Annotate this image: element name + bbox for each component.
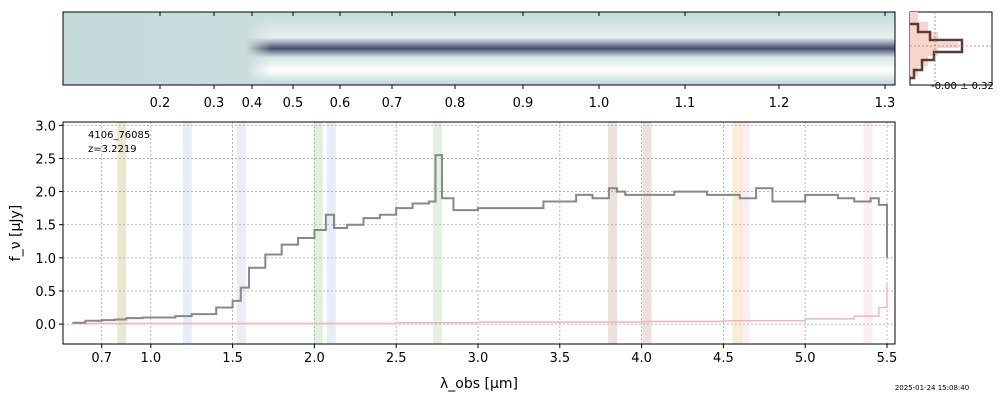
top-x-tick-label-7: 0.9 (513, 96, 534, 111)
top-x-tick-label-3: 0.5 (283, 96, 304, 111)
line-band-4 (326, 122, 336, 344)
line-band-10 (863, 122, 873, 344)
top-x-tick-label-11: 1.3 (875, 96, 896, 111)
flux-line (72, 154, 888, 324)
x-tick-label-7: 4.0 (631, 351, 652, 366)
y-tick-label-0: 0.0 (35, 318, 56, 333)
x-tick-label-6: 3.5 (549, 351, 570, 366)
top-x-tick-label-5: 0.7 (382, 96, 403, 111)
timestamp: 2025-01-24 15:08:40 (895, 384, 969, 392)
x-tick-label-10: 5.5 (877, 351, 898, 366)
y-tick-label-6: 3.0 (35, 119, 56, 134)
line-band-6 (608, 122, 618, 344)
y-tick-label-3: 1.5 (35, 219, 56, 234)
x-tick-label-2: 1.5 (222, 351, 243, 366)
line-band-1 (182, 122, 192, 344)
x-tick-label-5: 3.0 (468, 351, 489, 366)
top-x-tick-label-4: 0.6 (330, 96, 351, 111)
top-x-tick-label-6: 0.8 (445, 96, 466, 111)
top-x-tick-label-2: 0.4 (242, 96, 263, 111)
line-band-5 (433, 122, 443, 344)
line-band-8 (732, 122, 742, 344)
line-band-3 (313, 122, 323, 344)
x-tick-label-0: 0.7 (91, 351, 112, 366)
uncertainty-line (72, 284, 888, 325)
top-x-tick-label-0: 0.2 (150, 96, 171, 111)
x-tick-label-9: 5.0 (795, 351, 816, 366)
spectrum-1d-panel: 0.7 1.0 1.5 2.0 2.5 3.0 3.5 4.0 4.5 5.0 5.5 0.0 0.5 1… (35, 119, 897, 366)
histogram-panel: -0.00 ± 0.32 (909, 11, 994, 92)
y-tick-label-4: 2.0 (35, 186, 56, 201)
top-x-tick-label-8: 1.0 (589, 96, 610, 111)
x-tick-label-3: 2.0 (304, 351, 325, 366)
y-tick-label-2: 1.0 (35, 252, 56, 267)
top-x-tick-label-1: 0.3 (204, 96, 225, 111)
redshift: z=3.2219 (88, 144, 137, 155)
line-band-2 (236, 122, 246, 344)
histogram-step (910, 22, 964, 80)
histogram-annotation: -0.00 ± 0.32 (931, 81, 994, 92)
line-band-9 (740, 122, 750, 344)
top-x-tick-label-10: 1.2 (769, 96, 790, 111)
y-tick-label-5: 2.5 (35, 152, 56, 167)
spectrum-2d-panel: 0.2 0.3 0.4 0.5 0.6 0.7 0.8 0.9 1.0 1.1 1.2 1.3 (62, 11, 896, 111)
x-tick-label-8: 4.5 (713, 351, 734, 366)
line-band-7 (642, 122, 652, 344)
line-band-0 (117, 122, 127, 344)
x-tick-label-4: 2.5 (386, 351, 407, 366)
x-tick-label-1: 1.0 (140, 351, 161, 366)
object-id: 4106_76085 (88, 130, 150, 141)
x-axis-label: λ_obs [μm] (440, 376, 518, 392)
top-x-tick-label-9: 1.1 (675, 96, 696, 111)
y-tick-label-1: 0.5 (35, 285, 56, 300)
y-axis-label: f_ν [μJy] (8, 205, 24, 261)
